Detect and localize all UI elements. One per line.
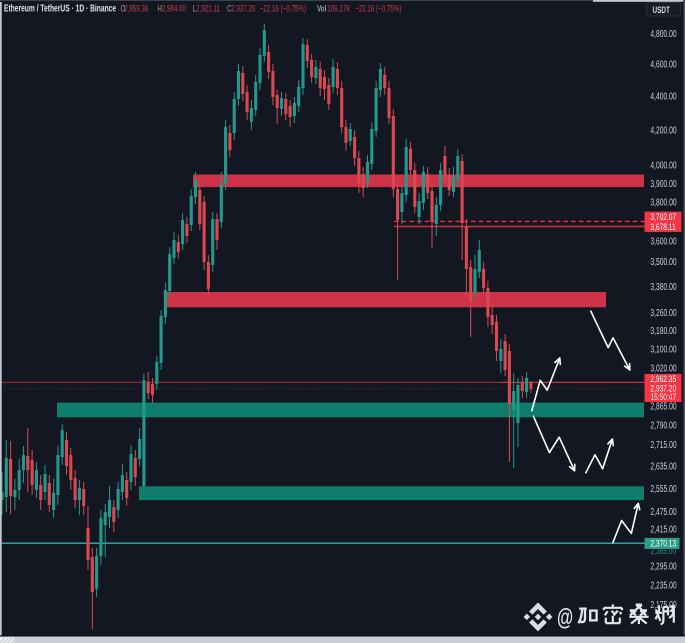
svg-text:3,600.00: 3,600.00 (650, 235, 677, 247)
svg-text:2,937.20: 2,937.20 (231, 3, 255, 13)
svg-text:Vol: Vol (317, 3, 326, 13)
svg-text:−22.16 (−0.75%): −22.16 (−0.75%) (355, 3, 402, 13)
svg-text:USDT: USDT (653, 5, 671, 15)
svg-text:3,100.00: 3,100.00 (650, 343, 677, 355)
svg-text:4,400.00: 4,400.00 (650, 90, 677, 102)
svg-text:3,020.00: 3,020.00 (650, 362, 677, 374)
svg-text:2,921.11: 2,921.11 (196, 3, 220, 13)
svg-text:2,715.00: 2,715.00 (650, 439, 677, 451)
svg-text:3,800.00: 3,800.00 (650, 196, 677, 208)
svg-text:3,900.00: 3,900.00 (650, 177, 677, 189)
svg-text:2,984.00: 2,984.00 (162, 3, 186, 13)
svg-text:2,295.00: 2,295.00 (650, 560, 677, 572)
svg-text:4,600.00: 4,600.00 (650, 58, 677, 70)
svg-text:4,000.00: 4,000.00 (650, 159, 677, 171)
svg-text:O: O (120, 3, 125, 13)
svg-text:2,865.00: 2,865.00 (650, 400, 677, 412)
svg-text:3,380.00: 3,380.00 (650, 281, 677, 293)
svg-text:@: @ (557, 605, 573, 630)
svg-text:2,959.36: 2,959.36 (124, 3, 148, 13)
svg-text:2,475.00: 2,475.00 (650, 506, 677, 518)
svg-text:2,555.00: 2,555.00 (650, 483, 677, 495)
svg-text:2,235.00: 2,235.00 (650, 579, 677, 591)
svg-text:2,175.00: 2,175.00 (650, 599, 677, 611)
svg-text:106.17K: 106.17K (327, 3, 351, 13)
svg-text:2,635.00: 2,635.00 (650, 460, 677, 472)
svg-text:L: L (193, 3, 197, 13)
svg-text:3,702.07: 3,702.07 (650, 212, 676, 222)
svg-text:2,370.13: 2,370.13 (650, 538, 676, 548)
svg-text:2,415.00: 2,415.00 (650, 523, 677, 535)
svg-text:Ethereum / TetherUS · 1D · Bin: Ethereum / TetherUS · 1D · Binance (4, 2, 116, 14)
svg-text:4,800.00: 4,800.00 (650, 28, 677, 40)
svg-text:2,365.00: 2,365.00 (650, 546, 676, 556)
svg-text:2,790.00: 2,790.00 (650, 419, 677, 431)
svg-text:C: C (227, 3, 232, 13)
svg-text:−22.16 (−0.75%): −22.16 (−0.75%) (260, 3, 307, 13)
svg-text:3,260.00: 3,260.00 (650, 307, 677, 319)
svg-text:3,678.11: 3,678.11 (650, 222, 676, 232)
svg-text:3,500.00: 3,500.00 (650, 256, 677, 268)
svg-text:15:50:47: 15:50:47 (650, 392, 676, 402)
svg-text:2,962.35: 2,962.35 (650, 374, 676, 384)
svg-text:3,180.00: 3,180.00 (650, 325, 677, 337)
svg-text:H: H (157, 3, 161, 13)
svg-text:4,200.00: 4,200.00 (650, 124, 677, 136)
svg-text:2,937.20: 2,937.20 (650, 384, 676, 394)
